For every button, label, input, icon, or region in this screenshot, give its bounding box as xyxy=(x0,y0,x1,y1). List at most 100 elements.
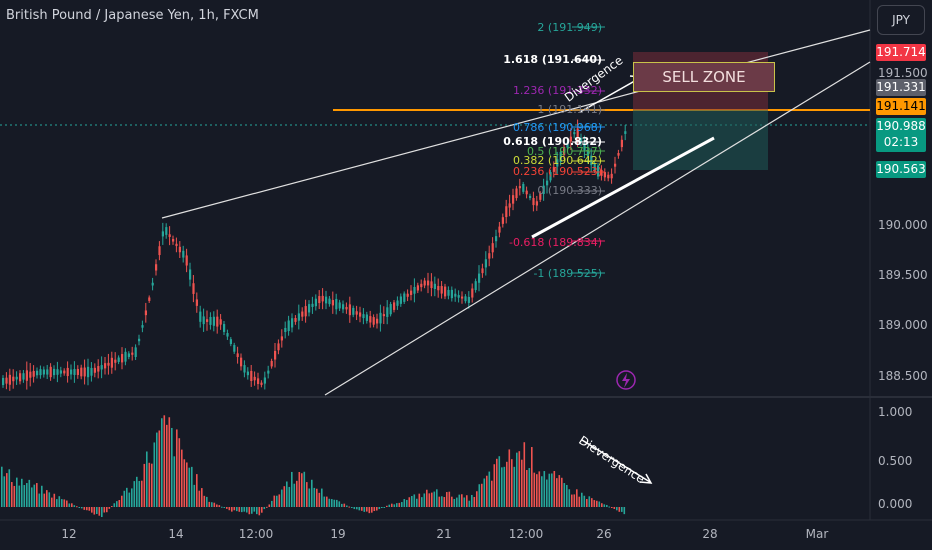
time-label: Mar xyxy=(805,527,829,541)
histogram-bar xyxy=(31,487,33,507)
histogram-bar xyxy=(146,451,148,507)
fibonacci-lines[interactable] xyxy=(572,26,605,274)
wedge-upper-line[interactable] xyxy=(161,29,871,219)
fib-label: -0.618 (189.834) xyxy=(508,236,602,249)
sell-zone-label[interactable]: SELL ZONE xyxy=(633,62,775,92)
candle-body xyxy=(369,316,372,323)
histogram-bar xyxy=(603,504,606,507)
time-label: 14 xyxy=(168,527,184,541)
price-tick: 189.500 xyxy=(878,268,928,282)
histogram-bar xyxy=(91,507,93,513)
histogram-bar xyxy=(41,485,43,507)
candle-body xyxy=(229,339,232,345)
histogram-bar xyxy=(136,476,138,507)
candle-body xyxy=(294,317,297,322)
candle-body xyxy=(246,371,249,376)
histogram-bar xyxy=(608,506,611,508)
histogram-bar xyxy=(446,492,448,507)
histogram-bar xyxy=(218,505,221,507)
histogram-bar xyxy=(126,487,128,507)
histogram-bar xyxy=(151,463,153,507)
histogram-bar xyxy=(128,492,131,507)
histogram-bar xyxy=(213,502,216,507)
candle-body xyxy=(580,138,583,142)
candle-body xyxy=(189,269,192,280)
histogram-bar xyxy=(548,473,551,507)
histogram-bar xyxy=(376,507,378,511)
histogram-bar xyxy=(551,473,553,507)
symbol-title[interactable]: British Pound / Japanese Yen, 1h, FXCM xyxy=(6,8,259,23)
candle-body xyxy=(219,319,222,325)
histogram-bar xyxy=(318,492,321,507)
histogram-bar xyxy=(501,467,503,507)
candle-body xyxy=(212,316,215,326)
histogram-bar xyxy=(618,507,621,512)
candle-body xyxy=(423,280,426,286)
candle-body xyxy=(100,365,103,370)
histogram-bar xyxy=(108,507,111,509)
histogram-bar xyxy=(451,496,453,507)
candle-body xyxy=(437,285,440,291)
histogram-bar xyxy=(388,504,391,507)
candle-body xyxy=(410,290,413,295)
current-price-badge: 190.988 02:13 xyxy=(876,118,926,152)
histogram-bar xyxy=(221,506,223,508)
histogram-bar xyxy=(326,496,328,507)
fib-label: 2 (191.949) xyxy=(537,21,602,34)
histogram-bar xyxy=(121,495,123,507)
candle-body xyxy=(478,273,481,283)
histogram-bar xyxy=(456,497,458,507)
histogram-bar xyxy=(361,507,363,511)
histogram-bar xyxy=(616,507,618,511)
histogram-bar xyxy=(396,503,398,507)
histogram-bar xyxy=(6,473,8,507)
time-label: 12:00 xyxy=(238,527,274,541)
histogram-bar xyxy=(471,494,473,507)
candle-body xyxy=(12,376,15,382)
histogram-bar xyxy=(588,496,591,507)
wedge-lower-line[interactable] xyxy=(324,61,871,396)
histogram-bar xyxy=(466,495,468,507)
candle-body xyxy=(532,197,535,206)
lightning-icon[interactable] xyxy=(616,370,636,390)
histogram-bar xyxy=(321,488,323,507)
candle-body xyxy=(185,255,188,266)
candle-body xyxy=(2,377,5,386)
histogram-bar xyxy=(538,471,541,507)
histogram-bar xyxy=(431,492,433,507)
support-trend-line[interactable] xyxy=(531,136,715,239)
histogram-bar xyxy=(228,507,231,511)
histogram-bar xyxy=(301,473,303,507)
candle-body xyxy=(508,203,511,208)
histogram-bar xyxy=(516,452,518,507)
price-tick: 189.000 xyxy=(878,318,928,332)
histogram-bar xyxy=(558,475,561,507)
histogram-bar xyxy=(51,497,53,507)
histogram-bar xyxy=(393,504,396,507)
candle-body xyxy=(243,365,246,373)
histogram-bar xyxy=(236,507,238,512)
histogram-bar xyxy=(506,461,508,507)
histogram-bar xyxy=(353,507,356,510)
candle-body xyxy=(127,353,130,357)
candle-body xyxy=(274,350,277,360)
histogram-bar xyxy=(536,474,538,507)
bar-countdown: 02:13 xyxy=(883,135,919,149)
fib-label: 1.618 (191.640) xyxy=(503,53,602,66)
histogram-bar xyxy=(483,478,486,507)
histogram-bar xyxy=(578,496,581,507)
currency-button[interactable]: JPY xyxy=(877,5,925,35)
histogram-bar xyxy=(356,507,358,510)
candle-body xyxy=(525,190,528,195)
candle-body xyxy=(386,307,389,317)
candle-body xyxy=(257,378,260,384)
histogram-bar xyxy=(186,462,188,507)
histogram-bar xyxy=(278,494,281,507)
indicator-tick: 0.000 xyxy=(878,497,913,511)
histogram-bar xyxy=(541,476,543,507)
time-label: 26 xyxy=(596,527,612,541)
candle-body xyxy=(42,369,45,375)
candle-body xyxy=(610,173,613,179)
candle-body xyxy=(25,370,28,381)
